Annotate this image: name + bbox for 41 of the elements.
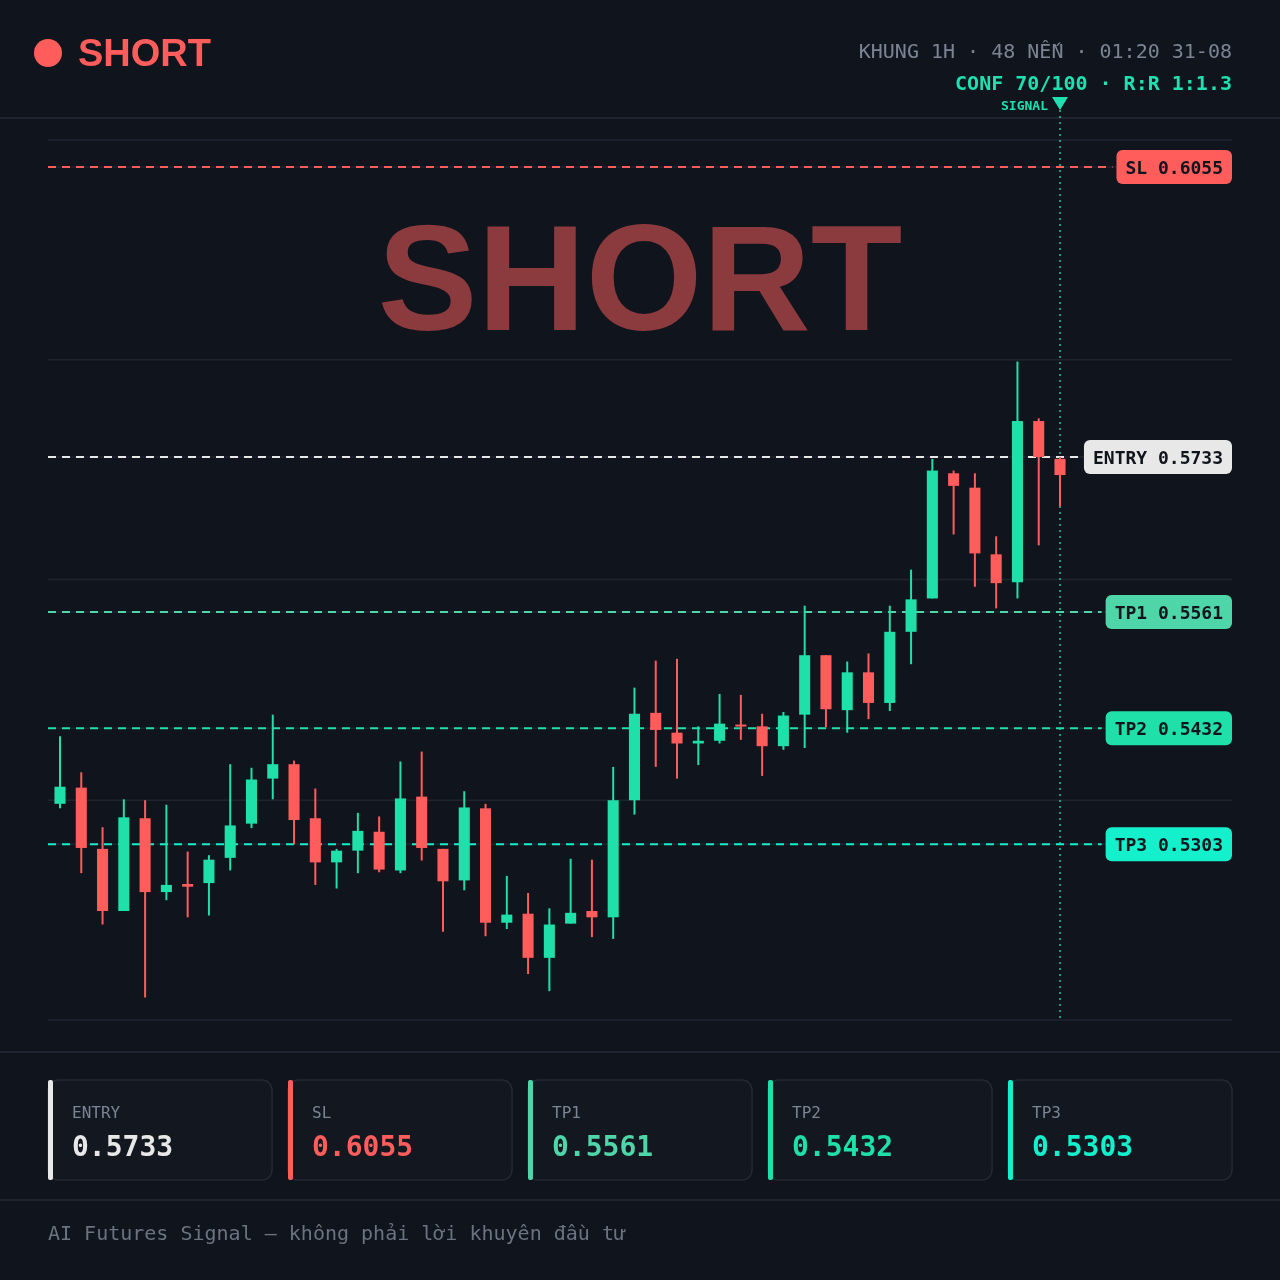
- ref-line-label: TP2: [1114, 718, 1148, 740]
- text: 0.5733: [72, 1130, 174, 1163]
- candlestick: [1054, 456, 1066, 508]
- text: TP3: [1032, 1103, 1061, 1122]
- ref-line-label: TP3: [1114, 834, 1148, 856]
- y-tick-label: 0.5733: [1157, 447, 1223, 469]
- y-tick-label: 0.5303: [1157, 834, 1223, 856]
- y-tick-label: 0.5432: [1157, 718, 1223, 740]
- text: TP2: [792, 1103, 821, 1122]
- text: SIGNAL: [1001, 98, 1049, 113]
- text: 0.5303: [1032, 1130, 1134, 1163]
- chart-title: SHORT: [78, 32, 211, 74]
- candlestick: [565, 857, 577, 925]
- candlestick: [650, 659, 662, 768]
- ref-line-label: SL: [1125, 157, 1148, 179]
- candlestick: [756, 712, 768, 777]
- text: 0.6055: [312, 1130, 414, 1163]
- candlestick: [182, 850, 194, 919]
- candlestick: [160, 803, 172, 902]
- text: CONF 70/100 · R:R 1:1.3: [955, 71, 1232, 95]
- chart-subtitle: KHUNG 1H · 48 NẾN · 01:20 31-08: [858, 39, 1232, 63]
- y-tick-label: 0.6055: [1157, 157, 1223, 179]
- text: 0.5561: [552, 1130, 654, 1163]
- candlestick: [352, 811, 364, 875]
- text: 0.5432: [792, 1130, 894, 1163]
- candlestick: [331, 847, 343, 890]
- annotation: SHORT: [377, 194, 903, 362]
- candlestick: [203, 854, 215, 917]
- y-tick-label: 0.5561: [1157, 601, 1223, 623]
- candlestick: [735, 693, 747, 741]
- candlestick: [671, 657, 683, 780]
- ref-line-label: TP1: [1114, 601, 1148, 623]
- text: ENTRY: [72, 1103, 121, 1122]
- candlestick: [948, 469, 960, 536]
- candlestick: [54, 735, 66, 810]
- text: TP1: [552, 1103, 581, 1122]
- text: SL: [312, 1103, 332, 1122]
- ref-line-label: ENTRY: [1092, 447, 1148, 469]
- text: AI Futures Signal — không phải lời khuyên đầu tư: [48, 1221, 626, 1245]
- candlestick: [586, 858, 598, 939]
- candlestick: [501, 874, 513, 931]
